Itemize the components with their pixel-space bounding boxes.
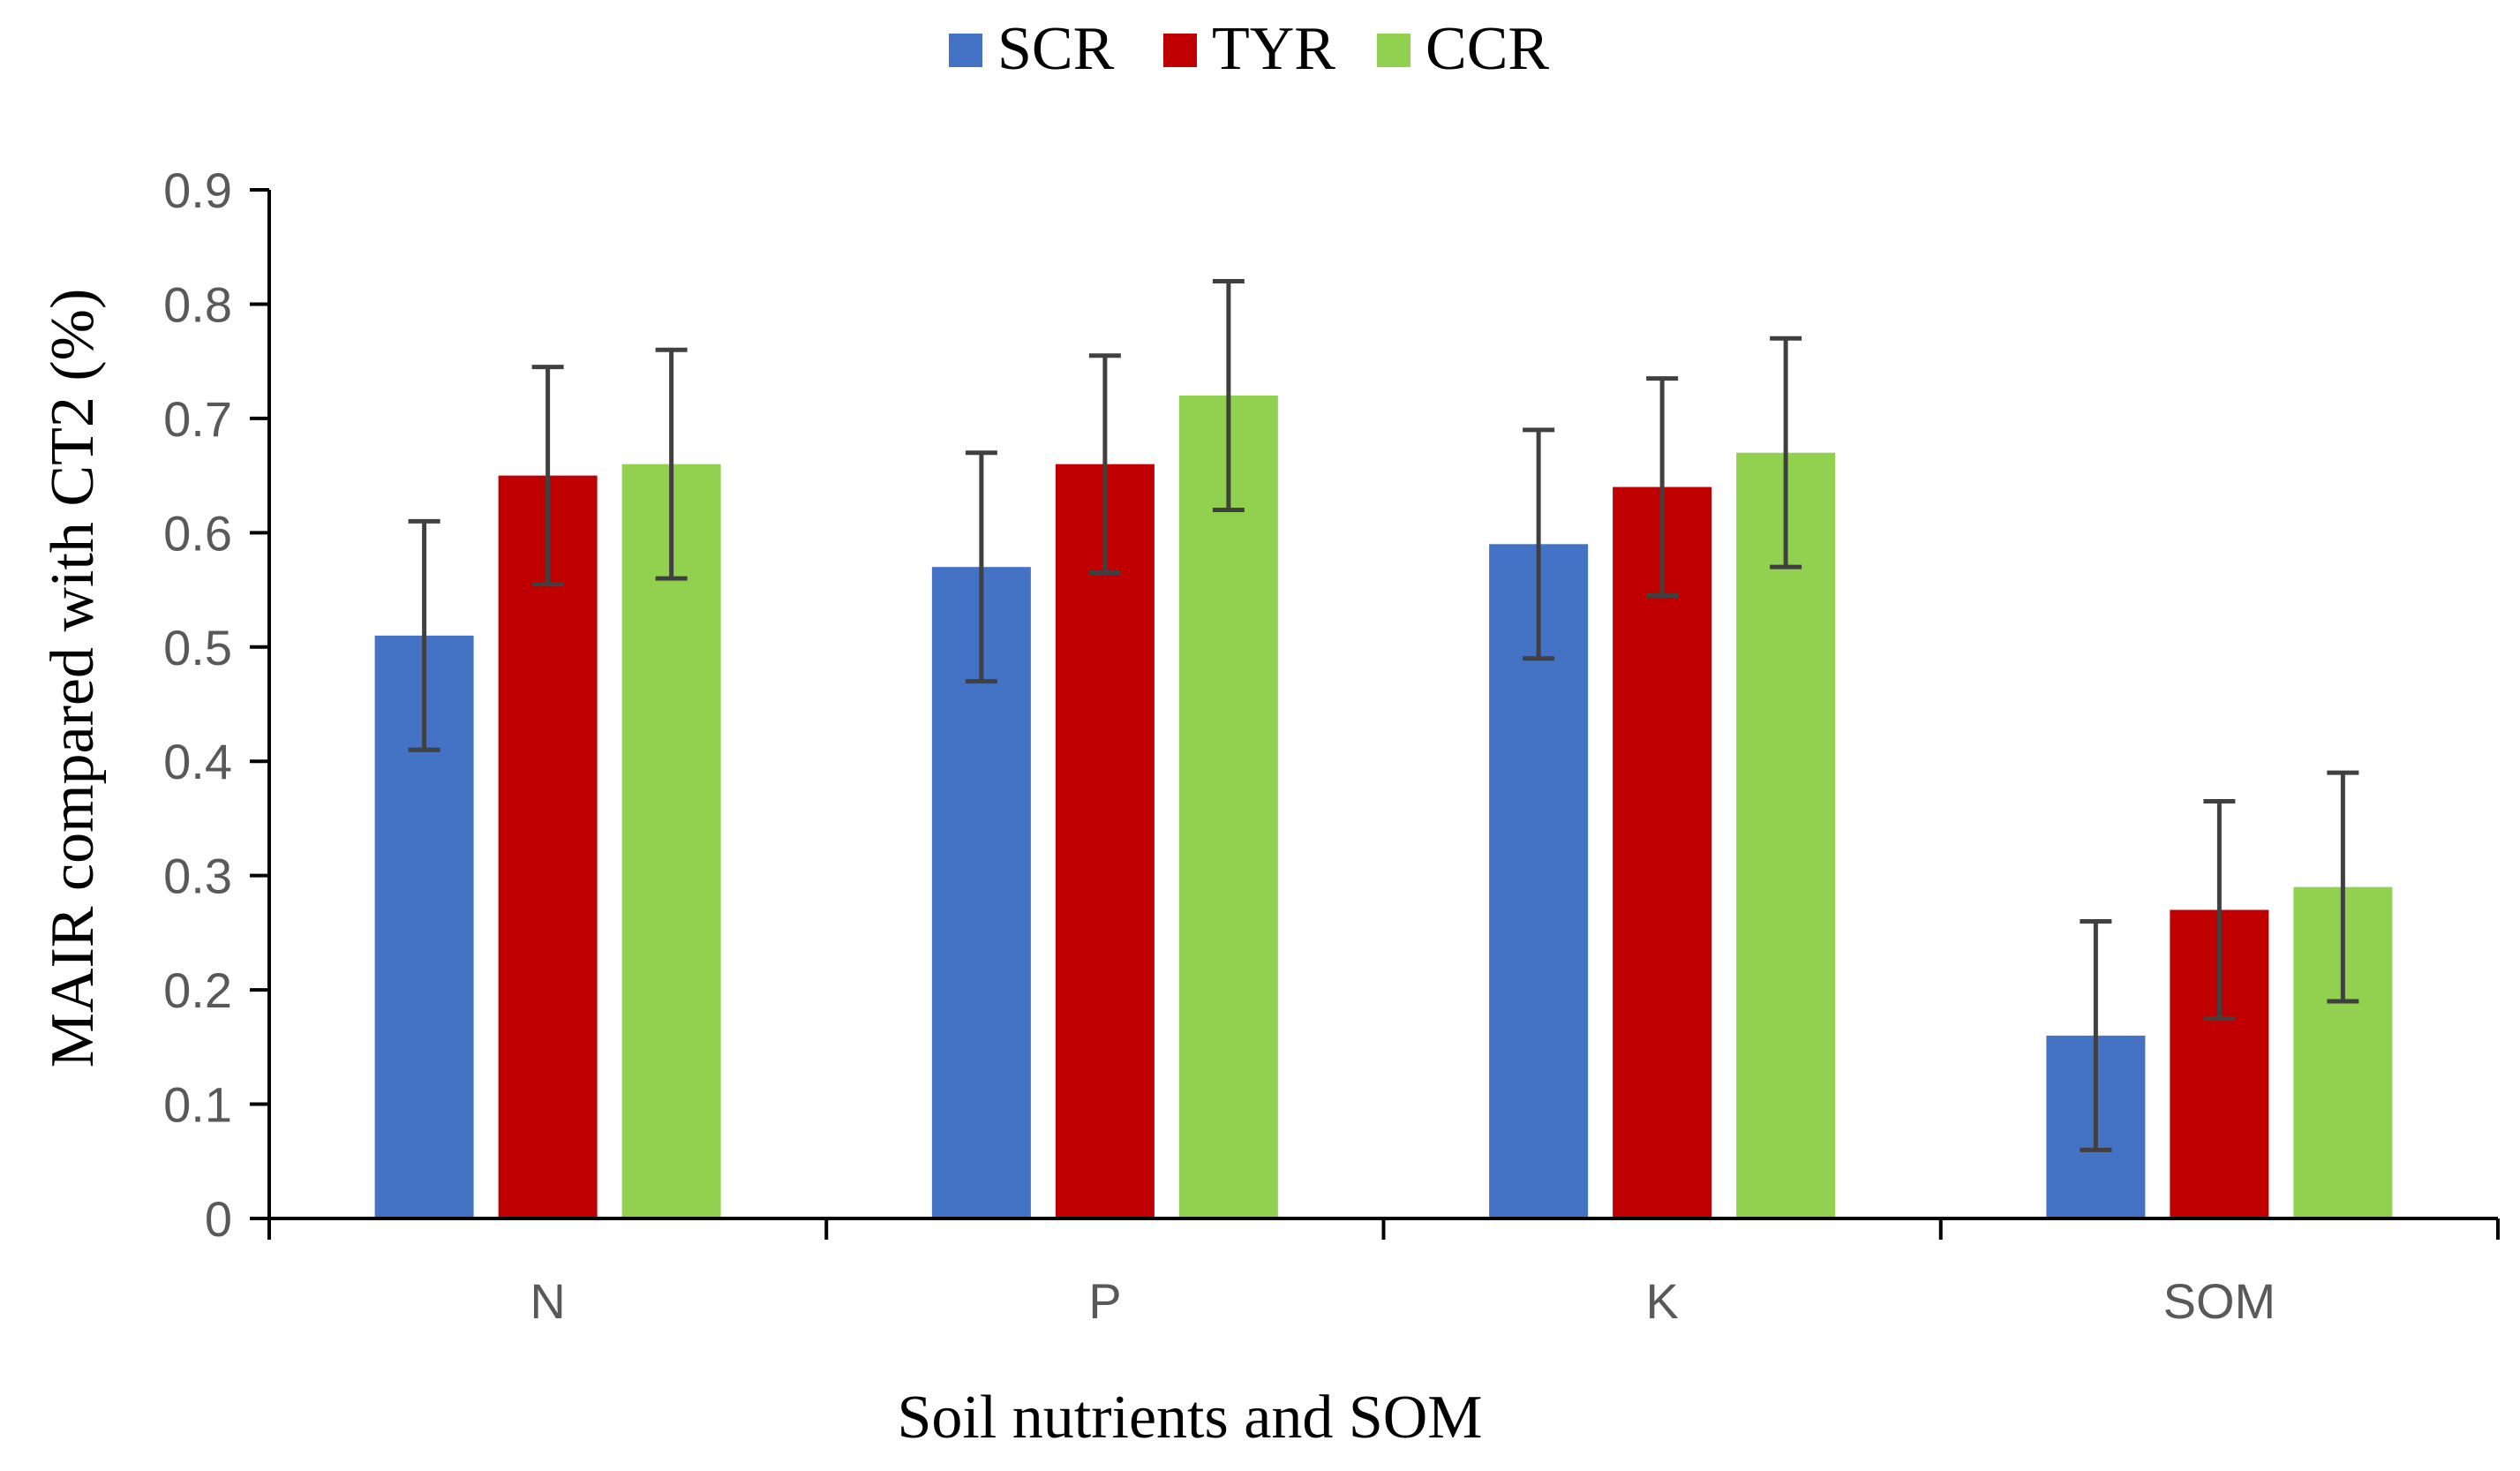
y-tick-label: 0.7 [163,391,232,447]
y-tick-label: 0.9 [163,162,232,218]
error-bar-ccr-p [1212,279,1245,512]
error-bar-scr-som [2080,918,2112,1152]
error-bar-ccr-k [1770,336,1802,570]
bars [374,396,2393,1218]
error-bar-tyr-som [2203,799,2236,1021]
y-axis-title: MAIR compared with CT2 (%) [39,289,107,1068]
y-tick-label: 0.5 [163,620,232,675]
legend-swatch-ccr [1377,34,1410,67]
error-bar-tyr-k [1646,376,1679,599]
y-tick-label: 0.3 [163,849,232,904]
x-tick-label: P [1088,1273,1121,1329]
x-tick-label: K [1645,1273,1678,1329]
y-tick-label: 0.2 [163,962,232,1018]
y-tick-label: 0.8 [163,276,232,332]
y-tick-label: 0 [205,1191,232,1247]
error-bar-scr-k [1523,427,1555,661]
x-axis-title: Soil nutrients and SOM [897,1384,1482,1452]
y-tick-label: 0.1 [163,1077,232,1133]
error-bar-tyr-p [1088,353,1121,576]
y-tick-label: 0.6 [163,505,232,561]
error-bar-ccr-n [655,347,688,581]
legend-label-tyr: TYR [1212,15,1335,83]
y-tick-label: 0.4 [163,734,232,789]
legend-label-ccr: CCR [1425,15,1549,83]
x-axis-ticks: N P K SOM [267,1218,2500,1329]
bar-tyr-p [1055,464,1155,1218]
legend-label-scr: SCR [997,15,1115,83]
legend-swatch-tyr [1163,34,1197,67]
bar-ccr-k [1736,452,1836,1218]
bar-tyr-n [498,475,598,1218]
bar-ccr-p [1178,396,1278,1218]
error-bar-ccr-som [2327,770,2359,1004]
bar-tyr-k [1613,487,1712,1218]
error-bar-scr-n [408,518,440,752]
bar-ccr-n [621,464,721,1218]
x-tick-label: N [530,1273,565,1329]
error-bar-tyr-n [531,365,564,587]
error-bars [408,279,2359,1152]
error-bar-scr-p [965,450,997,684]
legend: SCR TYR CCR [949,15,1549,83]
legend-swatch-scr [949,34,982,67]
y-axis-ticks: 0 0.1 0.2 0.3 0.4 0.5 0.6 0.7 0.8 0.9 [163,162,269,1247]
x-tick-label: SOM [2163,1273,2276,1329]
